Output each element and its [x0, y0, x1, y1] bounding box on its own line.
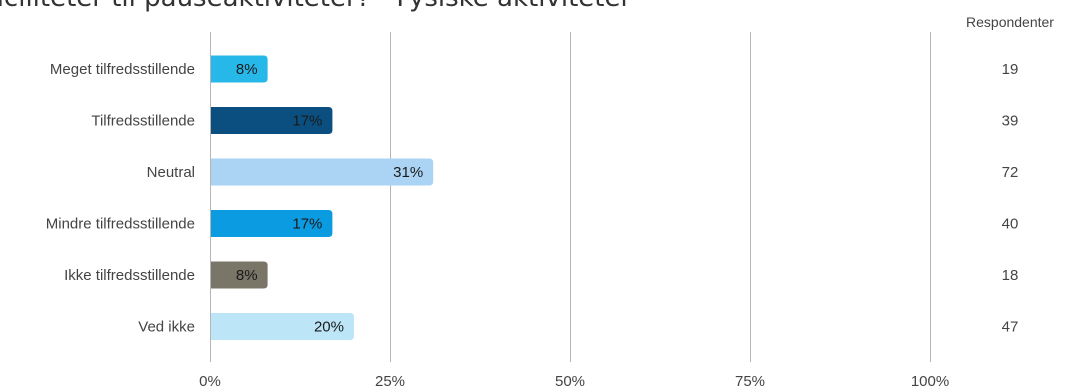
- x-tick-label-3: 75%: [735, 373, 765, 390]
- bars: 8% 17% 31% 17% 8% 20%: [211, 55, 434, 340]
- respondent-count-5: 47: [1002, 319, 1019, 336]
- x-tick-label-4: 100%: [911, 373, 949, 390]
- bar-1: [211, 107, 333, 134]
- x-tick-label-2: 50%: [555, 373, 585, 390]
- respondent-count-2: 72: [1002, 164, 1019, 181]
- bar-3: [211, 210, 333, 237]
- respondent-count-1: 39: [1002, 113, 1019, 130]
- grid-lines: [210, 32, 931, 362]
- bar-value-label-0: 8%: [236, 61, 258, 78]
- bar-0: [211, 55, 268, 83]
- x-axis-ticks: 0% 25% 50% 75% 100%: [199, 373, 949, 390]
- category-labels: Meget tilfredsstillende Tilfredsstillende…: [46, 61, 195, 336]
- bar-value-label-1: 17%: [292, 113, 322, 130]
- bar-4: [211, 261, 268, 289]
- chart-title: aciliteter til pauseaktiviteter? - Fysis…: [0, 0, 631, 13]
- x-tick-label-1: 25%: [375, 373, 405, 390]
- category-label-2: Neutral: [147, 164, 195, 181]
- bar-value-label-3: 17%: [292, 216, 322, 233]
- respondent-count-3: 40: [1002, 216, 1019, 233]
- category-label-4: Ikke tilfredsstillende: [64, 267, 195, 284]
- category-label-3: Mindre tilfredsstillende: [46, 216, 195, 233]
- category-label-0: Meget tilfredsstillende: [50, 61, 195, 78]
- respondents-header: Respondenter: [966, 14, 1054, 30]
- respondent-count-0: 19: [1002, 61, 1019, 78]
- respondent-values: 19 39 72 40 18 47: [1002, 61, 1019, 336]
- bar-value-label-4: 8%: [236, 267, 258, 284]
- bar-2: [211, 158, 434, 186]
- respondent-count-4: 18: [1002, 267, 1019, 284]
- category-label-5: Ved ikke: [138, 319, 195, 336]
- bar-5: [211, 313, 354, 340]
- bar-value-label-5: 20%: [314, 319, 344, 336]
- bar-value-label-2: 31%: [393, 164, 423, 181]
- x-tick-label-0: 0%: [199, 373, 221, 390]
- category-label-1: Tilfredsstillende: [91, 113, 195, 130]
